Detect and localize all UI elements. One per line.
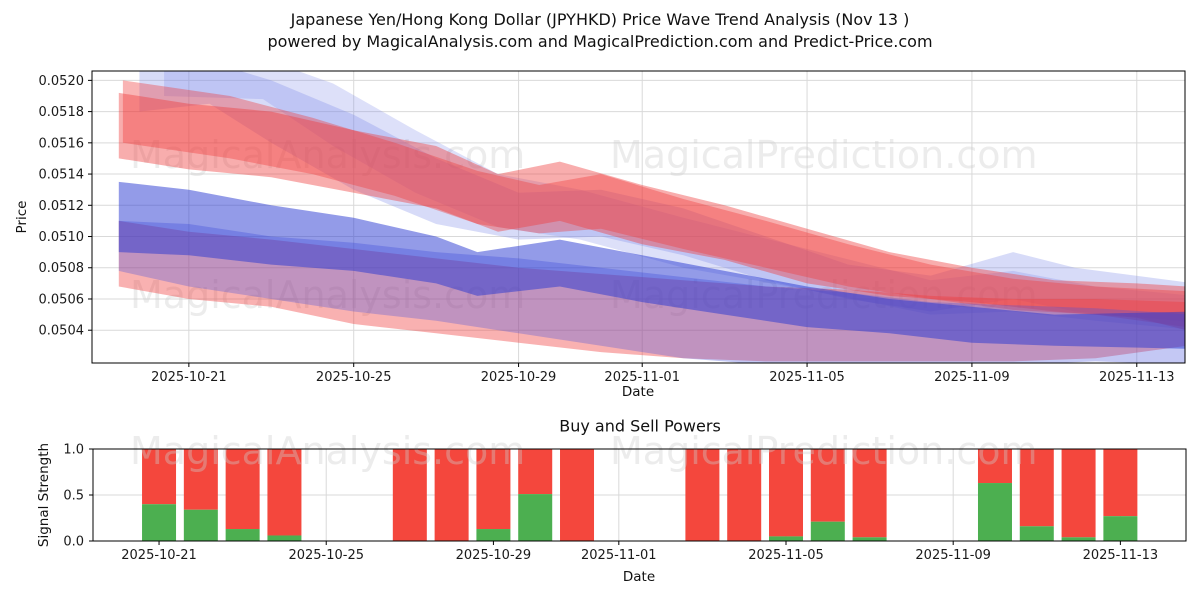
x-tick-label: 2025-11-05 <box>748 548 824 563</box>
bar-buy <box>267 535 302 541</box>
bar-buy <box>225 529 260 541</box>
y-tick-label: 0.0508 <box>39 261 85 276</box>
x-tick-label: 2025-11-01 <box>604 370 680 385</box>
bar-sell <box>267 449 302 536</box>
y-tick-label: 0.0516 <box>39 136 85 151</box>
tick-labels: 2025-10-21 2025-10-25 2025-10-29 2025-11-01… <box>39 74 1175 385</box>
bar-buy <box>518 494 553 541</box>
x-tick-label: 2025-10-29 <box>456 548 532 563</box>
x-tick-label: 2025-10-21 <box>121 548 197 563</box>
bar-buy <box>1103 516 1138 541</box>
plot-border <box>91 70 1186 364</box>
chart-title: Japanese Yen/Hong Kong Dollar (JPYHKD) P… <box>290 10 910 29</box>
bar-sell <box>560 449 595 541</box>
band-red-upper-2 <box>122 80 1185 327</box>
bar-buy <box>142 504 177 541</box>
bar-buy <box>1061 537 1096 541</box>
x-tick-label: 2025-11-05 <box>769 370 845 385</box>
bar-sell <box>1103 449 1138 517</box>
y-tick-label: 0.0520 <box>39 74 85 89</box>
bar-buy <box>183 509 218 541</box>
bar-sell <box>685 449 720 541</box>
bar-sell <box>1061 449 1096 538</box>
power-ylabel: Signal Strength <box>36 442 52 548</box>
bar-sell <box>183 449 218 510</box>
y-tick-label: 0.0514 <box>39 168 85 183</box>
tick-labels: 2025-10-21 2025-10-25 2025-10-29 2025-11-01… <box>63 443 1158 564</box>
bar-sell <box>768 449 803 537</box>
band-blue-light-2 <box>164 71 1185 330</box>
bar-buy <box>852 537 887 541</box>
bar-sell <box>852 449 887 538</box>
x-tick-label: 2025-11-01 <box>581 548 657 563</box>
bar-sell <box>977 449 1012 484</box>
bar-sell <box>1019 449 1054 527</box>
x-tick-label: 2025-11-09 <box>934 370 1010 385</box>
band-blue-mid <box>118 181 1185 349</box>
x-tick-label: 2025-11-09 <box>915 548 991 563</box>
chart-subtitle: powered by MagicalAnalysis.com and Magic… <box>267 32 933 51</box>
x-tick-label: 2025-11-13 <box>1099 370 1175 385</box>
x-tick-label: 2025-10-29 <box>481 370 557 385</box>
power-xlabel: Date <box>622 569 656 585</box>
bars <box>142 449 1138 541</box>
bar-sell <box>518 449 553 495</box>
bar-buy <box>476 529 511 541</box>
x-tick-label: 2025-11-13 <box>1083 548 1159 563</box>
bar-sell <box>392 449 427 541</box>
watermark-text: MagicalPrediction.com <box>610 133 1038 177</box>
y-tick-label: 0.0 <box>63 535 84 550</box>
band-blue-light-1 <box>139 71 1185 322</box>
y-tick-label: 0.0512 <box>39 199 85 214</box>
y-tick-label: 0.0518 <box>39 105 85 120</box>
bar-sell <box>142 449 177 505</box>
bar-sell <box>225 449 260 530</box>
bar-sell <box>727 449 762 541</box>
bar-sell <box>434 449 469 541</box>
x-tick-label: 2025-10-21 <box>151 370 227 385</box>
bar-buy <box>768 536 803 541</box>
price-xlabel: Date <box>621 384 655 400</box>
y-tick-label: 1.0 <box>63 443 84 458</box>
bar-sell <box>810 449 845 522</box>
x-tick-label: 2025-10-25 <box>316 370 392 385</box>
bar-sell <box>476 449 511 530</box>
y-tick-label: 0.5 <box>63 489 84 504</box>
power-chart-title: Buy and Sell Powers <box>559 416 721 436</box>
bar-buy <box>1019 526 1054 541</box>
band-red-upper-1 <box>118 92 1185 330</box>
bar-buy <box>977 483 1012 541</box>
watermark-text: MagicalAnalysis.com <box>130 133 525 177</box>
x-tick-label: 2025-10-25 <box>288 548 364 563</box>
y-tick-label: 0.0510 <box>39 230 85 245</box>
wave-bands <box>118 71 1185 363</box>
bar-buy <box>810 521 845 541</box>
y-tick-label: 0.0504 <box>39 324 85 339</box>
watermark-text: MagicalPrediction.com <box>610 429 1038 473</box>
y-tick-label: 0.0506 <box>39 292 85 307</box>
watermark-text: MagicalAnalysis.com <box>130 429 525 473</box>
price-ylabel: Price <box>14 200 30 234</box>
